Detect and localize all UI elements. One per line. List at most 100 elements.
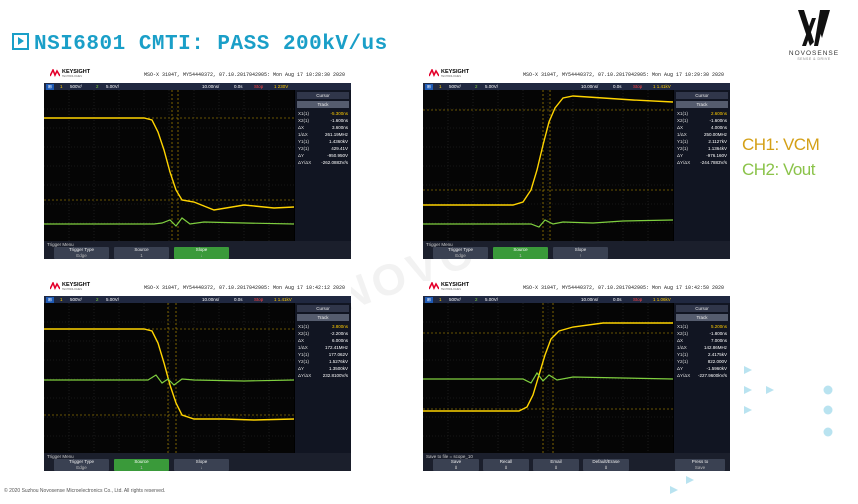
ch2-scale[interactable]: 5.00V/ [485,297,499,302]
readout-row: X2(1) -1.600ns [677,118,727,123]
slope-button[interactable]: Slope ↓ [174,459,229,471]
cursor-mode[interactable]: Track [297,314,349,321]
readout-row: 1/ΔX 250.00MHz [677,132,727,137]
readout-row: X1(1) -5.300ns [298,111,348,116]
brand-tag: TECHNOLOGIES [62,288,82,291]
ch1-scale[interactable]: 500V/ [449,84,461,89]
cursor-panel: Cursor Track X1(1) 5.200ns X2(1) -1.800ns … [674,303,730,453]
trigger-type-button[interactable]: Trigger Type Edge [54,247,109,259]
channel-bar: ⊞ 1 500V/ 2 5.00V/ 10.00ns/ 0.0s Stop 1 … [423,83,730,90]
scope-header: KEYSIGHT TECHNOLOGIES MSO-X 3104T, MY544… [44,68,351,83]
trigger-type-button[interactable]: Trigger Type Edge [54,459,109,471]
slope-button[interactable]: Slope ↑ [553,247,608,259]
trigger-menu: Trigger Menu Trigger Type Edge Source 1 Sl… [423,241,730,259]
trigger-level[interactable]: 1 1.06kV [653,297,671,302]
save-button[interactable]: Save ⬇ [433,459,479,471]
cursor-title[interactable]: Cursor [676,92,728,99]
trigger-menu: Trigger Menu Trigger Type Edge Source 1 Sl… [44,453,351,471]
brand-name: KEYSIGHT [62,69,91,75]
run-mode[interactable]: Stop [254,297,264,302]
ch1-label[interactable]: 1 [60,297,63,302]
scope-info: MSO-X 3104T, MY54440372, 07.10.201704290… [523,285,725,291]
menu-title: Trigger Menu [426,242,453,247]
trigger-level[interactable]: 1 1.41kV [274,297,292,302]
readout-row: 1/ΔX 172.41MHz [298,345,348,350]
run-mode[interactable]: Stop [633,84,643,89]
ch1-label[interactable]: 1 [439,297,442,302]
trigger-level[interactable]: 1 1.41kV [653,84,671,89]
run-mode[interactable]: Stop [633,297,643,302]
waveform-grid [44,303,295,453]
scope-screenshot-1: KEYSIGHT TECHNOLOGIES MSO-X 3104T, MY544… [44,68,351,259]
trigger-type-button[interactable]: Trigger Type Edge [433,247,488,259]
run-mode[interactable]: Stop [254,84,264,89]
source-button[interactable]: Source 1 [114,247,169,259]
ch2-label[interactable]: 2 [96,297,99,302]
ch2-scale[interactable]: 5.00V/ [485,84,499,89]
delay[interactable]: 0.0s [234,297,243,302]
cursor-mode[interactable]: Track [297,101,349,108]
cursor-mode[interactable]: Track [676,101,728,108]
timebase[interactable]: 10.00ns/ [581,297,599,302]
novosense-logo: NOVOSENSE SENSE & DRIVE [782,8,846,68]
delay[interactable]: 0.0s [234,84,243,89]
default-erase-button[interactable]: Default/Erase ⬇ [583,459,629,471]
scope-screenshot-3: KEYSIGHT TECHNOLOGIES MSO-X 3104T, MY544… [44,281,351,471]
waveform-display [423,303,674,453]
legend-ch2: CH2: Vout [742,160,816,179]
scope-info: MSO-X 3104T, MY54440372, 07.10.201704290… [144,72,346,78]
ch1-label[interactable]: 1 [439,84,442,89]
ch2-label[interactable]: 2 [475,84,478,89]
ch1-label[interactable]: 1 [60,84,63,89]
cursor-panel: Cursor Track X1(1) 3.800ns X2(1) -2.200ns … [295,303,351,453]
recall-button[interactable]: Recall ⬇ [483,459,529,471]
ch1-scale[interactable]: 500V/ [70,297,82,302]
scope-header: KEYSIGHT TECHNOLOGIES MSO-X 3104T, MY544… [423,281,730,296]
menu-title: Trigger Menu [47,454,74,459]
trigger-level[interactable]: 1 230V [274,84,289,89]
source-button[interactable]: Source 1 [114,459,169,471]
ch1-scale[interactable]: 500V/ [449,297,461,302]
channel-bar: ⊞ 1 500V/ 2 5.00V/ 10.00ns/ 0.0s Stop 1 … [423,296,730,303]
readout-row: ΔY/ΔX -227.9600kV/s [677,373,727,378]
brand-name: KEYSIGHT [62,282,91,288]
ch2-label[interactable]: 2 [475,297,478,302]
slope-button[interactable]: Slope ↓ [174,247,229,259]
readout-row: ΔX 3.600ns [298,125,348,130]
delay[interactable]: 0.0s [613,84,622,89]
ch2-label[interactable]: 2 [96,84,99,89]
source-button[interactable]: Source 1 [493,247,548,259]
keysight-wave-icon [429,69,439,77]
timebase[interactable]: 10.00ns/ [202,297,220,302]
email-button[interactable]: Email ⬇ [533,459,579,471]
logo-subtext: SENSE & DRIVE [797,57,831,61]
cursor-title[interactable]: Cursor [297,305,349,312]
channel-bar: ⊞ 1 500V/ 2 5.00V/ 10.00ns/ 0.0s Stop 1 … [44,83,351,90]
waveform-display [44,303,295,453]
brand-tag: TECHNOLOGIES [441,75,461,78]
cursor-mode[interactable]: Track [676,314,728,321]
brand-tag: TECHNOLOGIES [441,288,461,291]
run-indicator: ⊞ [425,297,433,303]
cursor-title[interactable]: Cursor [676,305,728,312]
readout-row: X2(1) -1.600ns [298,118,348,123]
keysight-brand: KEYSIGHT TECHNOLOGIES [50,282,110,294]
timebase[interactable]: 10.00ns/ [202,84,220,89]
scope-info: MSO-X 3104T, MY54440372, 07.10.201704290… [523,72,725,78]
ch2-scale[interactable]: 5.00V/ [106,297,120,302]
ch1-scale[interactable]: 500V/ [70,84,82,89]
ch2-scale[interactable]: 5.00V/ [106,84,120,89]
delay[interactable]: 0.0s [613,297,622,302]
readout-row: ΔY/ΔX -244.7883V/s [677,160,727,165]
run-indicator: ⊞ [46,84,54,90]
timebase[interactable]: 10.00ns/ [581,84,599,89]
press-to-save-button[interactable]: Press to Save [675,459,725,471]
slide-title: NSI6801 CMTI: PASS 200kV/us [12,32,388,56]
cursor-title[interactable]: Cursor [297,92,349,99]
readout-row: Y2(1) 1.5276kV [298,359,348,364]
keysight-brand: KEYSIGHT TECHNOLOGIES [50,69,110,81]
readout-row: X1(1) 5.200ns [677,324,727,329]
keysight-wave-icon [50,69,60,77]
readout-row: ΔX 7.000ns [677,338,727,343]
channel-bar: ⊞ 1 500V/ 2 5.00V/ 10.00ns/ 0.0s Stop 1 … [44,296,351,303]
